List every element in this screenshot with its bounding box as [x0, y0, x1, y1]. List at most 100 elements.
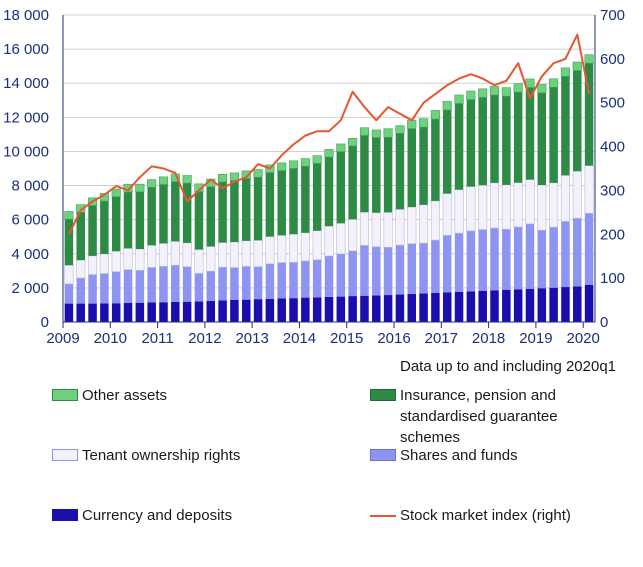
y-left-tick-label: 8 000 — [11, 178, 49, 195]
bar-segment-insurance — [301, 166, 310, 233]
bar-segment-shares — [502, 229, 511, 290]
bar-segment-insurance — [561, 76, 570, 176]
bar-segment-currency — [419, 293, 428, 322]
bar-segment-tenant — [537, 184, 547, 231]
bar-segment-other — [348, 138, 358, 147]
bar-segment-shares — [584, 213, 594, 285]
bar-segment-shares — [513, 227, 523, 290]
bar-segment-shares — [76, 277, 85, 304]
bar-segment-insurance — [478, 97, 487, 186]
bar-segment-other — [454, 94, 464, 104]
bar-segment-tenant — [277, 235, 287, 263]
bar-segment-tenant — [572, 170, 582, 219]
y-right-tick-label: 700 — [600, 7, 625, 24]
bar-segment-insurance — [312, 163, 322, 231]
bar-segment-currency — [513, 289, 523, 322]
y-left-tick-label: 2 000 — [11, 280, 49, 297]
bar-segment-insurance — [573, 70, 582, 172]
bar-segment-shares — [206, 271, 216, 302]
bar-segment-shares — [537, 230, 547, 289]
bar-segment-currency — [100, 303, 109, 322]
bar-segment-other — [253, 169, 263, 178]
bar-segment-currency — [561, 287, 570, 322]
y-left-tick-label: 16 000 — [3, 41, 49, 58]
bar-segment-shares — [182, 266, 192, 302]
bar-segment-insurance — [442, 109, 452, 194]
bar-segment-shares — [277, 262, 286, 299]
y-right-tick-label: 500 — [600, 95, 625, 112]
bar-segment-tenant — [442, 193, 452, 236]
bar-segment-tenant — [513, 182, 523, 228]
bar-segment-insurance — [431, 119, 440, 201]
legend-shares: Shares and funds — [370, 445, 518, 466]
bar-segment-currency — [395, 294, 405, 322]
bar-segment-tenant — [288, 233, 299, 263]
bar-segment-shares — [230, 267, 239, 300]
bar-segment-other — [537, 84, 547, 94]
bar-segment-insurance — [147, 187, 156, 246]
bar-segment-tenant — [549, 182, 559, 228]
bar-segment-insurance — [123, 192, 133, 249]
legend-label-insurance-1: Insurance, pension and — [400, 387, 556, 404]
bar-segment-currency — [171, 301, 180, 322]
bar-segment-shares — [171, 265, 180, 302]
y-left-tick-label: 12 000 — [3, 109, 49, 126]
bar-segment-shares — [561, 221, 570, 288]
bar-segment-tenant — [170, 241, 180, 266]
legend-swatch-shares — [370, 449, 396, 461]
bar-segment-other — [229, 172, 239, 181]
bar-segment-currency — [454, 291, 464, 322]
bar-segment-insurance — [490, 94, 499, 183]
bar-segment-currency — [182, 301, 192, 322]
bar-segment-other — [277, 162, 287, 171]
bar-segment-other — [135, 183, 145, 193]
bar-segment-currency — [431, 293, 440, 322]
bar-segment-shares — [159, 266, 168, 303]
x-tick-label: 2016 — [377, 330, 410, 347]
bar-segment-shares — [241, 266, 251, 300]
bar-segment-currency — [442, 292, 452, 322]
bar-segment-tenant — [430, 200, 440, 241]
bar-segment-tenant — [348, 219, 358, 252]
bar-segment-other — [64, 211, 74, 220]
bar-segment-other — [324, 149, 334, 158]
bar-segment-other — [489, 86, 500, 96]
bar-segment-shares — [549, 227, 558, 288]
y-left-tick-label: 4 000 — [11, 246, 49, 263]
bar-segment-shares — [372, 246, 381, 296]
bar-segment-shares — [289, 262, 298, 299]
x-tick-label: 2017 — [425, 330, 458, 347]
x-tick-label: 2014 — [283, 330, 316, 347]
x-tick-label: 2010 — [94, 330, 127, 347]
bar-segment-shares — [395, 245, 405, 295]
bar-segment-other — [513, 83, 523, 93]
bar-segment-insurance — [64, 219, 74, 266]
bar-segment-insurance — [76, 212, 85, 261]
bar-segment-insurance — [88, 205, 97, 256]
legend-label-currency: Currency and deposits — [82, 507, 233, 524]
bar-segment-tenant — [371, 212, 381, 248]
bar-segment-shares — [135, 270, 145, 303]
bar-segment-tenant — [383, 212, 393, 248]
bar-segment-other — [312, 155, 322, 164]
y-right-tick-label: 0 — [600, 314, 608, 331]
bar-segment-other — [442, 101, 452, 111]
bar-segment-insurance — [230, 180, 239, 243]
bar-segment-shares — [336, 253, 346, 297]
bar-segment-other — [560, 67, 571, 77]
bar-segment-tenant — [489, 182, 500, 229]
bar-segment-shares — [431, 240, 440, 294]
bar-segment-currency — [159, 302, 168, 322]
bar-segment-shares — [490, 228, 499, 291]
bar-segment-currency — [312, 297, 322, 322]
bar-segment-insurance — [537, 92, 547, 186]
bar-segment-currency — [490, 290, 499, 322]
bar-segment-tenant — [336, 222, 346, 255]
bar-segment-tenant — [454, 189, 464, 234]
bar-segment-shares — [466, 230, 476, 292]
bar-segment-shares — [324, 255, 334, 297]
bar-segment-other — [525, 78, 535, 88]
bar-segment-other — [288, 160, 299, 169]
bar-segment-other — [218, 173, 228, 183]
bar-segment-shares — [194, 273, 204, 302]
